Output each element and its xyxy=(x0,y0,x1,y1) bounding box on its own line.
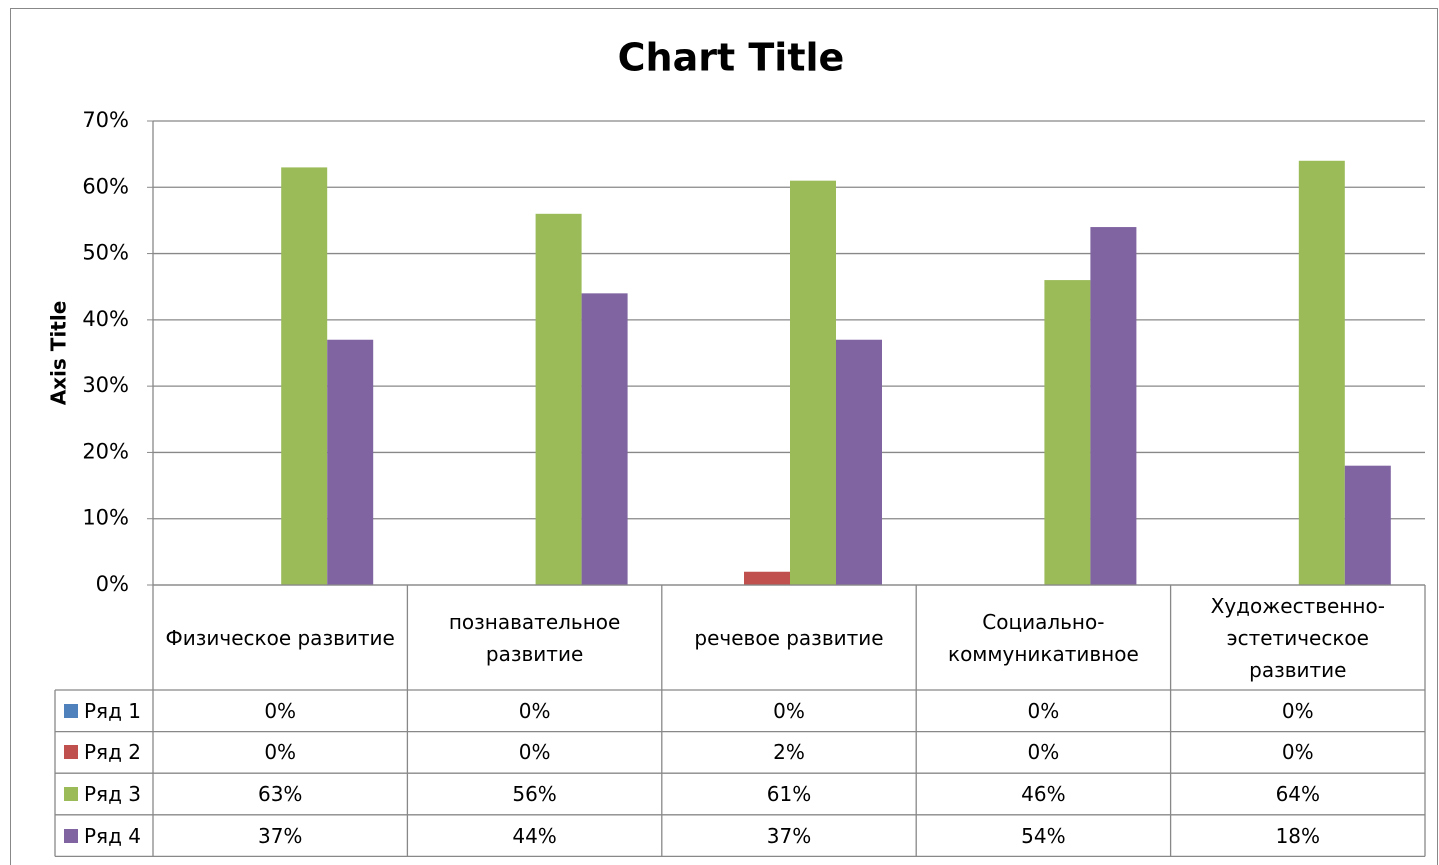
legend-label: Ряд 4 xyxy=(84,823,142,848)
data-table-value: 64% xyxy=(1275,781,1321,806)
legend-label: Ряд 2 xyxy=(84,740,142,765)
bar xyxy=(327,339,374,585)
bar xyxy=(535,213,582,586)
data-table-value: 0% xyxy=(1281,740,1314,765)
bar xyxy=(1298,160,1345,585)
y-tick-label: 20% xyxy=(82,439,129,463)
data-table-value: 0% xyxy=(1027,740,1060,765)
data-table-value: 46% xyxy=(1021,781,1066,806)
x-tick-label: Социально-коммуникативное xyxy=(947,609,1139,666)
bar xyxy=(281,167,328,585)
bar xyxy=(836,339,882,585)
legend-label: Ряд 3 xyxy=(84,781,142,806)
chart-title: Chart Title xyxy=(618,36,845,80)
data-table-value: 2% xyxy=(773,740,805,765)
legend-label: Ряд 1 xyxy=(84,698,142,723)
legend-swatch xyxy=(64,703,78,718)
y-tick-label: 10% xyxy=(82,506,129,530)
data-table-value: 0% xyxy=(1281,698,1314,723)
bar xyxy=(744,571,790,585)
bar xyxy=(1344,465,1391,585)
y-tick-label: 70% xyxy=(82,108,129,132)
legend-swatch xyxy=(64,745,78,760)
data-table-value: 63% xyxy=(257,781,303,806)
data-table-value: 44% xyxy=(512,823,557,848)
y-axis-title: Axis Title xyxy=(47,301,71,406)
bar xyxy=(790,180,836,585)
x-tick-label: речевое развитие xyxy=(694,625,884,650)
legend-swatch xyxy=(64,787,78,801)
x-tick-label: Физическое развитие xyxy=(165,625,395,650)
y-tick-label: 50% xyxy=(82,241,129,265)
data-table-value: 0% xyxy=(518,740,551,765)
bar xyxy=(1090,227,1137,586)
data-table-value: 37% xyxy=(766,823,812,848)
chart-border xyxy=(10,8,1438,865)
y-tick-label: 60% xyxy=(82,174,129,198)
data-table-value: 0% xyxy=(264,740,297,765)
data-table-value: 54% xyxy=(1021,823,1066,848)
y-tick-label: 30% xyxy=(82,373,129,397)
data-table-value: 0% xyxy=(518,698,551,723)
x-tick-label: познавательное развитие xyxy=(448,609,621,666)
data-table-value: 56% xyxy=(512,781,557,806)
bar xyxy=(581,293,628,585)
data-table-value: 61% xyxy=(766,781,812,806)
x-tick-label: Художественно-эстетическое развитие xyxy=(1210,593,1385,682)
y-tick-label: 40% xyxy=(82,307,129,331)
y-tick-label: 0% xyxy=(96,572,129,596)
data-table-value: 0% xyxy=(1027,698,1060,723)
legend-swatch xyxy=(64,828,78,843)
bar xyxy=(1044,280,1091,585)
data-table-value: 37% xyxy=(257,823,303,848)
data-table-value: 0% xyxy=(264,698,297,723)
data-table-value: 0% xyxy=(773,698,805,723)
data-table-value: 18% xyxy=(1275,823,1321,848)
